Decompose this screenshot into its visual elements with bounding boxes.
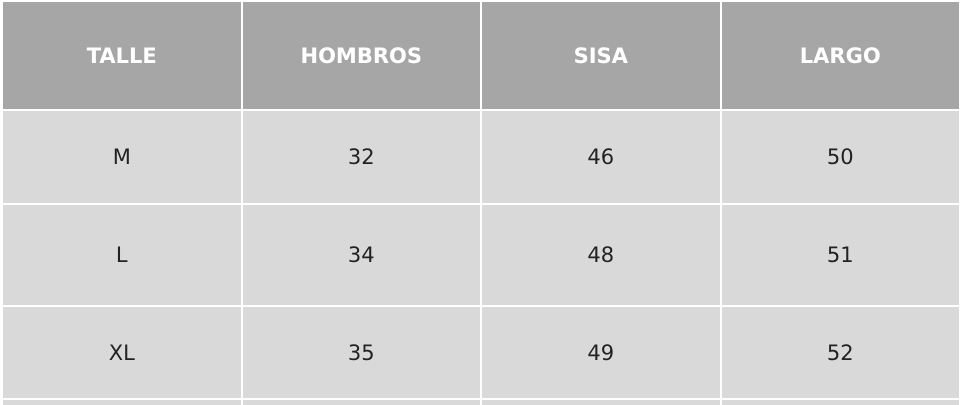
header-talle: TALLE	[1, 0, 243, 111]
cell-hombros: 35	[240, 305, 482, 400]
header-row: TALLE HOMBROS SISA LARGO	[1, 0, 960, 111]
cell-largo: 50	[719, 109, 960, 205]
cell-empty	[240, 398, 482, 405]
table-row: M 32 46 50	[1, 109, 960, 205]
cell-sisa: 48	[480, 203, 722, 307]
header-sisa: SISA	[480, 0, 722, 111]
header-hombros: HOMBROS	[240, 0, 482, 111]
cell-empty	[480, 398, 722, 405]
table-row: L 34 48 51	[1, 203, 960, 307]
cell-largo: 52	[719, 305, 960, 400]
cell-talle: XL	[1, 305, 243, 400]
cell-largo: 51	[719, 203, 960, 307]
table-row: XL 35 49 52	[1, 305, 960, 400]
cell-empty	[719, 398, 960, 405]
cell-talle: L	[1, 203, 243, 307]
cell-sisa: 46	[480, 109, 722, 205]
cell-talle: M	[1, 109, 243, 205]
table-row-partial	[1, 398, 960, 405]
cell-sisa: 49	[480, 305, 722, 400]
cell-empty	[1, 398, 243, 405]
header-largo: LARGO	[719, 0, 960, 111]
cell-hombros: 32	[240, 109, 482, 205]
cell-hombros: 34	[240, 203, 482, 307]
